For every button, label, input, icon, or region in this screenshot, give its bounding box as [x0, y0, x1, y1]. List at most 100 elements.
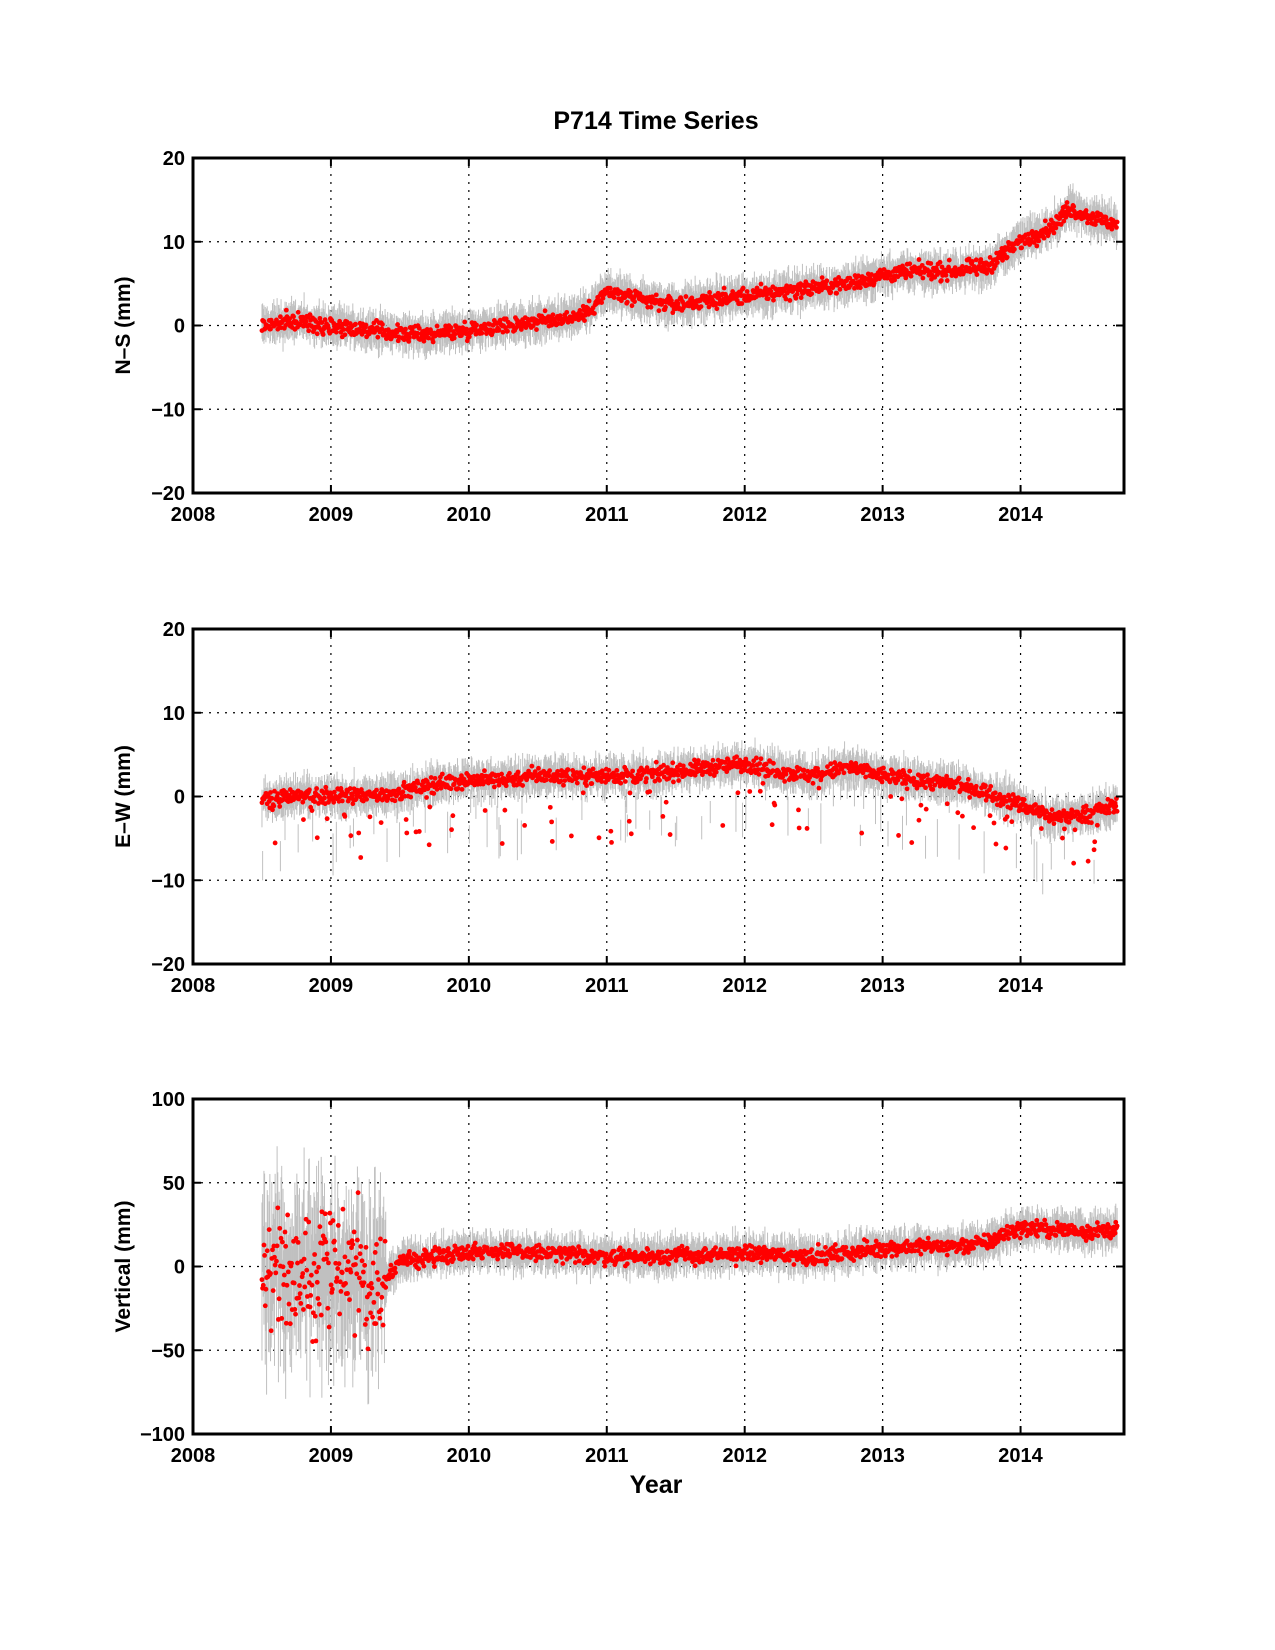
data-point [944, 278, 950, 283]
data-point [1041, 235, 1047, 241]
data-point [586, 298, 592, 304]
data-point [272, 788, 277, 794]
data-point [291, 314, 296, 320]
data-point [763, 761, 769, 767]
data-point [590, 766, 596, 772]
data-point [565, 767, 571, 773]
data-point [794, 291, 800, 297]
data-point [459, 786, 465, 792]
data-point [663, 304, 668, 310]
data-point [904, 786, 910, 792]
data-point [430, 339, 436, 345]
data-point [412, 784, 418, 790]
data-point [586, 775, 591, 781]
data-series [259, 737, 1120, 895]
data-point [624, 299, 630, 305]
data-point [1114, 219, 1120, 225]
data-point [841, 770, 847, 776]
data-point [879, 779, 885, 785]
data-point [635, 772, 641, 778]
data-point [307, 312, 313, 318]
data-point [645, 304, 651, 310]
data-point [724, 769, 730, 775]
data-point [984, 270, 990, 276]
data-point [479, 330, 485, 336]
y-tick-label: 20 [163, 148, 185, 170]
data-point [909, 840, 915, 845]
data-point [899, 796, 905, 802]
data-point [543, 777, 549, 783]
data-point [739, 301, 745, 306]
data-point [978, 257, 984, 262]
subplot-2: 2008 2009 2010 2011 2012 2013 201420100−10−20E… [112, 619, 1126, 997]
y-tick-label: −20 [151, 483, 185, 505]
data-point [946, 257, 952, 263]
data-point [644, 765, 650, 771]
data-point [268, 326, 273, 332]
data-point [482, 768, 487, 774]
data-point [974, 272, 980, 277]
data-point [546, 773, 552, 779]
data-point [756, 771, 762, 777]
data-point [816, 785, 822, 791]
data-point [462, 319, 468, 325]
data-point [675, 772, 681, 778]
data-point [629, 303, 635, 309]
data-point [626, 818, 632, 824]
data-point [863, 774, 869, 780]
data-point [804, 826, 810, 831]
data-point [798, 295, 804, 301]
data-point [375, 334, 381, 340]
data-point [661, 762, 666, 768]
data-point [750, 763, 756, 768]
data-point [499, 771, 504, 777]
data-point [1019, 245, 1025, 251]
data-point [403, 326, 408, 332]
data-point [796, 825, 802, 831]
x-tick-label: 2012 [722, 504, 767, 526]
data-point [287, 316, 293, 322]
data-point [707, 290, 713, 295]
x-tick-label: 2009 [309, 504, 354, 526]
data-point [1028, 237, 1034, 243]
data-point [771, 760, 776, 766]
data-point [323, 784, 329, 790]
data-point [713, 769, 719, 775]
data-point [930, 787, 936, 792]
data-point [274, 317, 279, 323]
data-point [491, 784, 497, 790]
data-point [306, 787, 312, 793]
data-point [547, 768, 553, 774]
data-point [337, 318, 343, 324]
data-point [364, 796, 370, 802]
data-point [600, 295, 606, 301]
data-point [448, 786, 454, 792]
data-point [549, 839, 555, 844]
data-point [936, 270, 942, 275]
data-point [847, 275, 853, 281]
data-point [269, 795, 275, 801]
data-point [740, 285, 746, 291]
data-point [692, 757, 697, 763]
data-point [569, 778, 575, 784]
data-point [432, 775, 438, 781]
data-point [599, 779, 605, 784]
data-point [480, 777, 485, 783]
data-point [987, 254, 993, 260]
data-point [994, 260, 1000, 266]
x-tick-label: 2008 [171, 504, 216, 526]
data-point [698, 304, 704, 310]
data-point [938, 278, 944, 283]
data-point [608, 828, 614, 834]
data-point [622, 779, 628, 784]
data-point [796, 807, 801, 813]
data-point [341, 327, 346, 332]
data-point [582, 318, 587, 323]
data-point [513, 325, 519, 331]
data-point [1042, 218, 1048, 224]
data-point [599, 300, 605, 305]
data-point [395, 322, 400, 327]
data-point [426, 842, 432, 848]
data-point [314, 835, 320, 841]
data-point [705, 299, 711, 304]
